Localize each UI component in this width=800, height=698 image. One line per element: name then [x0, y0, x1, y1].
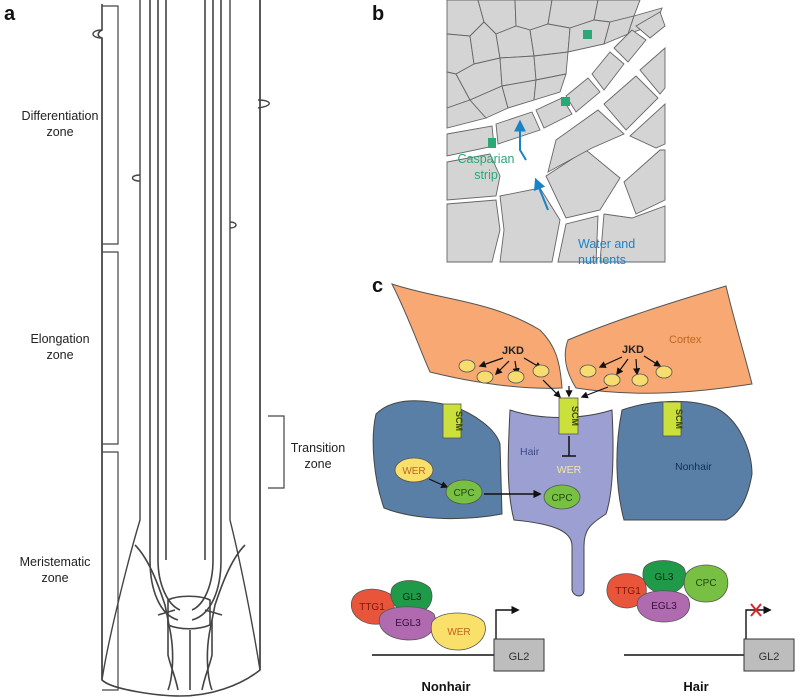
label-wer-left: WER	[402, 466, 425, 477]
protein-ttg1-hair: TTG1	[615, 586, 641, 597]
label-casparian-2: strip	[474, 168, 498, 182]
label-water-2: nutrients	[578, 253, 626, 267]
label-casparian-1: Casparian	[458, 152, 515, 166]
wer-to-cpc-arrow	[428, 478, 449, 488]
cortex-cell-left	[391, 283, 563, 389]
label-hair: Hair	[520, 446, 540, 458]
jkd-arrows-right	[598, 355, 662, 376]
svg-text:SCM: SCM	[570, 406, 580, 426]
label-nonhair: Nonhair	[675, 461, 712, 473]
scm-box-center: SCM	[558, 397, 580, 435]
scm-input-arrows	[542, 379, 609, 399]
label-transition-1: Transition	[291, 441, 345, 455]
nonhair-cell-left	[372, 400, 503, 520]
protein-gl3-hair: GL3	[655, 572, 674, 583]
scm-box-right: SCM	[662, 401, 684, 437]
svg-text:SCM: SCM	[454, 411, 464, 431]
panel-label-c: c	[372, 275, 383, 297]
title-nonhair: Nonhair	[421, 679, 470, 694]
label-transition-2: zone	[304, 457, 331, 471]
protein-egl3-hair: EGL3	[651, 601, 677, 612]
blocked-transcription-icon	[750, 603, 762, 617]
gene-gl2-hair: GL2	[759, 651, 780, 663]
label-cpc-center: CPC	[551, 493, 572, 504]
label-jkd-left: JKD	[502, 345, 524, 357]
protein-ttg1-nonhair: TTG1	[359, 602, 385, 613]
label-elongation-2: zone	[46, 348, 73, 362]
inhibition-bar	[562, 436, 576, 457]
root-drawing	[92, 0, 270, 697]
cpc-protein-left	[445, 479, 483, 505]
label-elongation-1: Elongation	[30, 332, 89, 346]
svg-text:SCM: SCM	[674, 409, 684, 429]
label-cpc-left: CPC	[453, 488, 474, 499]
cortex-cell-right	[564, 285, 753, 394]
gene-gl2-nonhair: GL2	[509, 651, 530, 663]
cpc-protein-center	[543, 484, 581, 510]
protein-cpc-hair: CPC	[695, 578, 716, 589]
protein-egl3-nonhair: EGL3	[395, 618, 421, 629]
complex-nonhair: GL2 TTG1 GL3 EGL3 WER	[350, 580, 545, 672]
jkd-dots-right	[579, 364, 673, 387]
complex-hair: GL2 TTG1 GL3 EGL3 CPC	[606, 560, 795, 672]
nonhair-cell-right	[616, 401, 753, 521]
wer-protein-left	[394, 457, 434, 483]
label-differentiation-2: zone	[46, 125, 73, 139]
protein-wer-nonhair: WER	[447, 627, 470, 638]
title-hair: Hair	[683, 679, 708, 694]
label-meristematic-1: Meristematic	[20, 555, 91, 569]
label-differentiation-1: Differentiation	[22, 109, 99, 123]
jkd-dots-left	[458, 359, 550, 384]
panel-label-a: a	[4, 3, 16, 25]
zone-brackets	[102, 5, 285, 691]
label-cortex: Cortex	[669, 334, 702, 346]
panel-label-b: b	[372, 3, 384, 25]
label-water-1: Water and	[578, 237, 635, 251]
scm-box-left: SCM	[442, 403, 464, 439]
tissue-section	[446, 0, 666, 263]
protein-gl3-nonhair: GL3	[403, 592, 422, 603]
label-jkd-right: JKD	[622, 344, 644, 356]
label-wer-center: WER	[557, 464, 582, 476]
label-meristematic-2: zone	[41, 571, 68, 585]
